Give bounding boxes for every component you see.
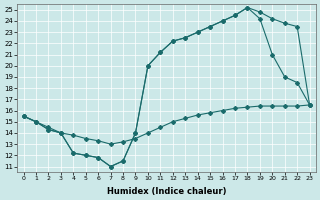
X-axis label: Humidex (Indice chaleur): Humidex (Indice chaleur) <box>107 187 226 196</box>
